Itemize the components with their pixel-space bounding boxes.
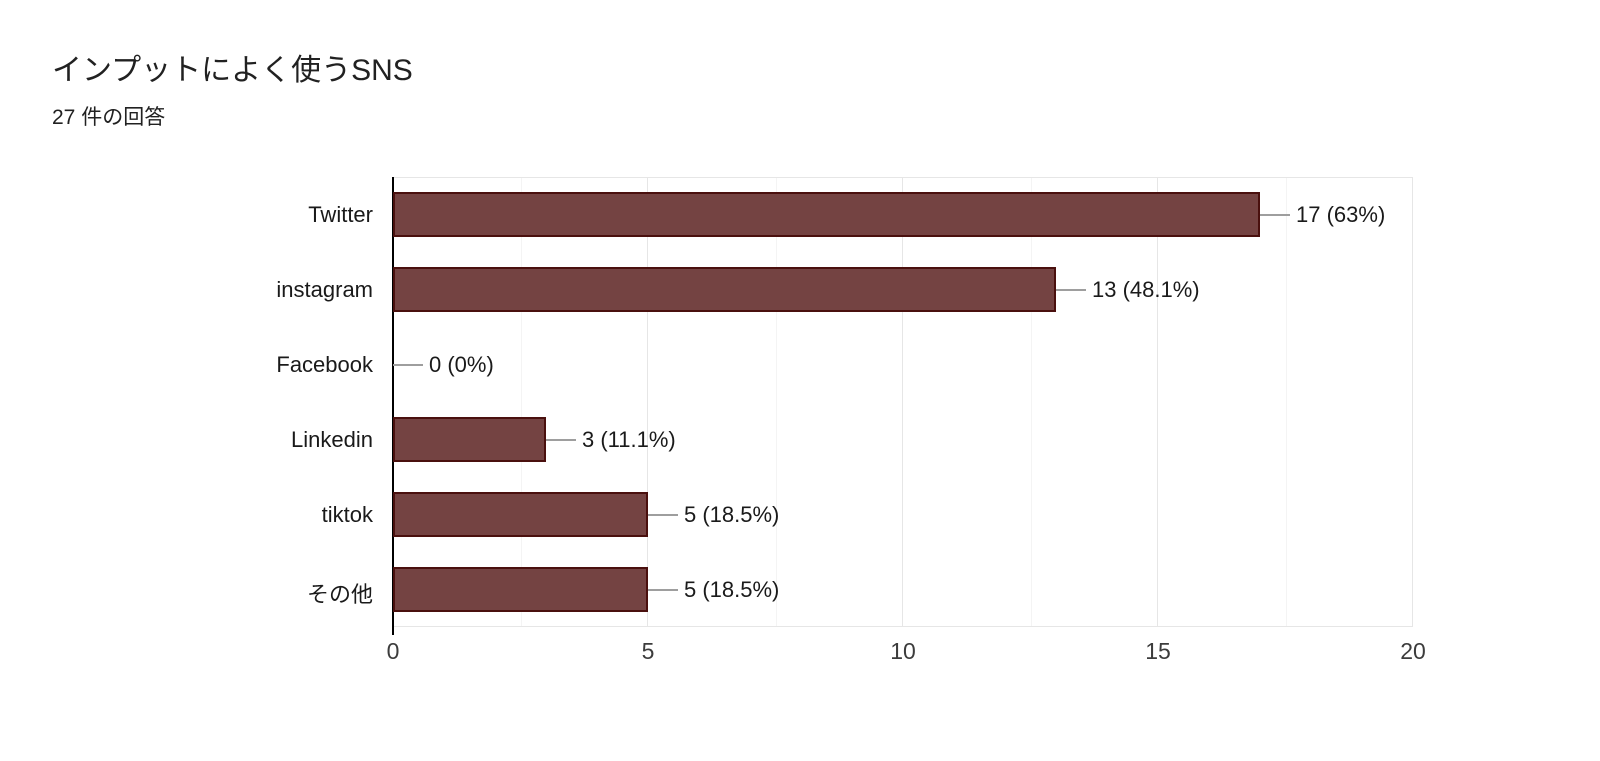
value-connector-line [546,438,576,441]
value-label: 0 (0%) [429,351,494,377]
bar [393,417,546,462]
y-axis-baseline [392,177,394,635]
x-axis-tick-label: 20 [1400,638,1426,664]
value-connector-line [1260,213,1290,216]
x-axis-tick-label: 15 [1145,638,1171,664]
bar-chart-plot-area: Twitter 17 (63%) instagram 13 (48.1%) Facebo… [276,177,1426,664]
x-axis-tick-label: 0 [386,638,400,664]
x-axis-tick-label: 5 [641,638,655,664]
plot-bottom-border [393,626,1413,627]
category-label: tiktok [321,501,373,527]
minor-gridline [1030,177,1032,627]
minor-gridline [1285,177,1287,627]
category-label: Facebook [276,351,373,377]
value-connector-line [648,588,678,591]
value-connector-line [393,363,423,366]
response-count: 27 件の回答 [52,106,166,129]
major-gridline [1412,177,1413,627]
major-gridline [647,177,648,627]
value-label: 17 (63%) [1296,201,1386,227]
value-label: 3 (11.1%) [582,426,676,452]
minor-gridline [520,177,522,627]
category-label: Linkedin [291,426,373,452]
value-label: 5 (18.5%) [684,501,780,527]
bar [393,267,1056,312]
minor-gridline [775,177,777,627]
category-label: instagram [276,276,373,302]
value-label: 13 (48.1%) [1092,276,1200,302]
category-label: Twitter [308,201,373,227]
major-gridline [1157,177,1158,627]
major-gridline [902,177,903,627]
bar [393,192,1260,237]
bar [393,567,648,612]
value-connector-line [1056,288,1086,291]
value-label: 5 (18.5%) [684,576,780,602]
value-connector-line [648,513,678,516]
plot-top-border [393,177,1413,178]
chart-title: インプットによく使うSNS [52,54,413,87]
category-label: その他 [306,581,373,607]
bar [393,492,648,537]
x-axis-tick-label: 10 [890,638,916,664]
